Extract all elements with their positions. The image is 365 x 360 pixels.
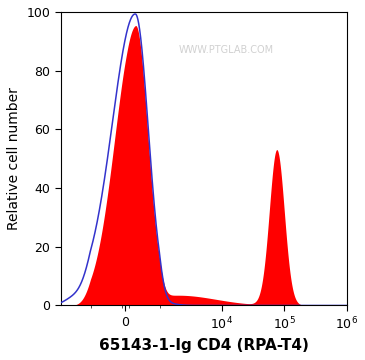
X-axis label: 65143-1-Ig CD4 (RPA-T4): 65143-1-Ig CD4 (RPA-T4) (99, 338, 308, 353)
Text: WWW.PTGLAB.COM: WWW.PTGLAB.COM (179, 45, 274, 55)
Y-axis label: Relative cell number: Relative cell number (7, 87, 21, 230)
